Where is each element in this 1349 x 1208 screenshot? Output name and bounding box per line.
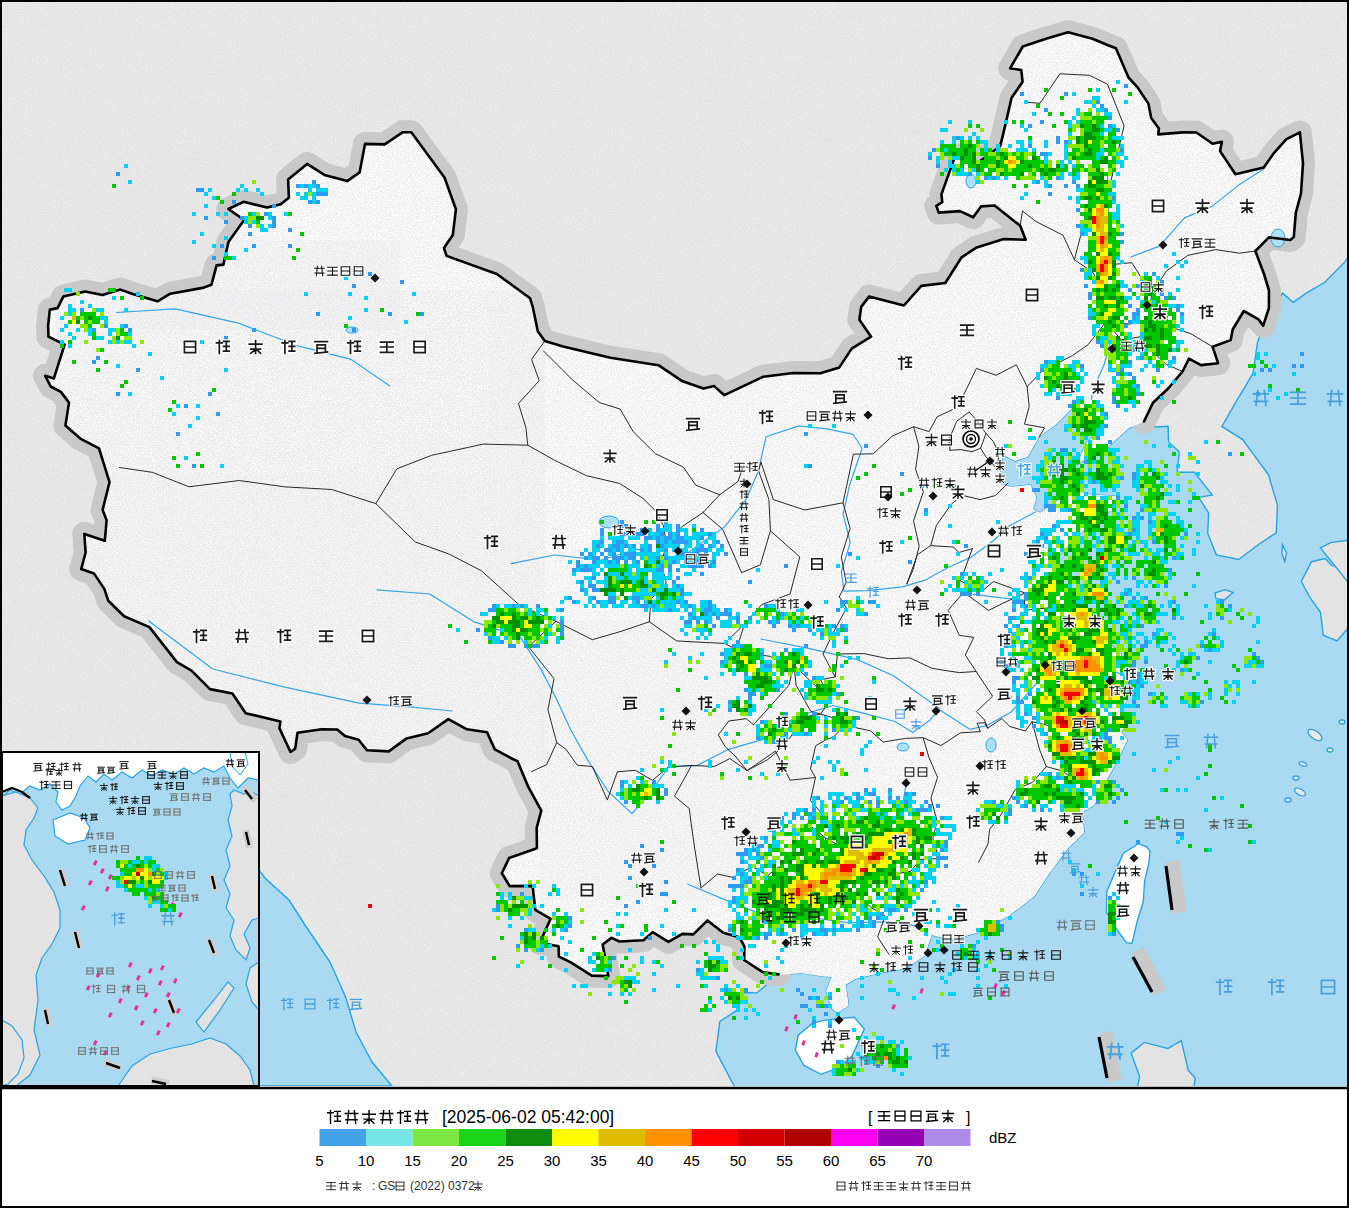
svg-text:(2022) 0372: (2022) 0372	[410, 1179, 475, 1193]
svg-text:dBZ: dBZ	[989, 1129, 1017, 1146]
svg-text:20: 20	[451, 1152, 468, 1169]
svg-text:30: 30	[544, 1152, 561, 1169]
svg-text:50: 50	[730, 1152, 747, 1169]
svg-text:55: 55	[776, 1152, 793, 1169]
svg-text:]: ]	[966, 1109, 970, 1126]
svg-text:70: 70	[916, 1152, 933, 1169]
svg-text:[: [	[868, 1109, 873, 1126]
svg-text:GS: GS	[378, 1179, 395, 1193]
svg-text:65: 65	[869, 1152, 886, 1169]
svg-text::: :	[372, 1179, 375, 1193]
svg-text:5: 5	[315, 1152, 323, 1169]
svg-text:10: 10	[358, 1152, 375, 1169]
svg-text:40: 40	[637, 1152, 654, 1169]
svg-text:15: 15	[404, 1152, 421, 1169]
svg-text:35: 35	[590, 1152, 607, 1169]
svg-text:25: 25	[497, 1152, 514, 1169]
svg-text:60: 60	[823, 1152, 840, 1169]
svg-text:45: 45	[683, 1152, 700, 1169]
svg-text:[2025-06-02 05:42:00]: [2025-06-02 05:42:00]	[442, 1107, 614, 1127]
